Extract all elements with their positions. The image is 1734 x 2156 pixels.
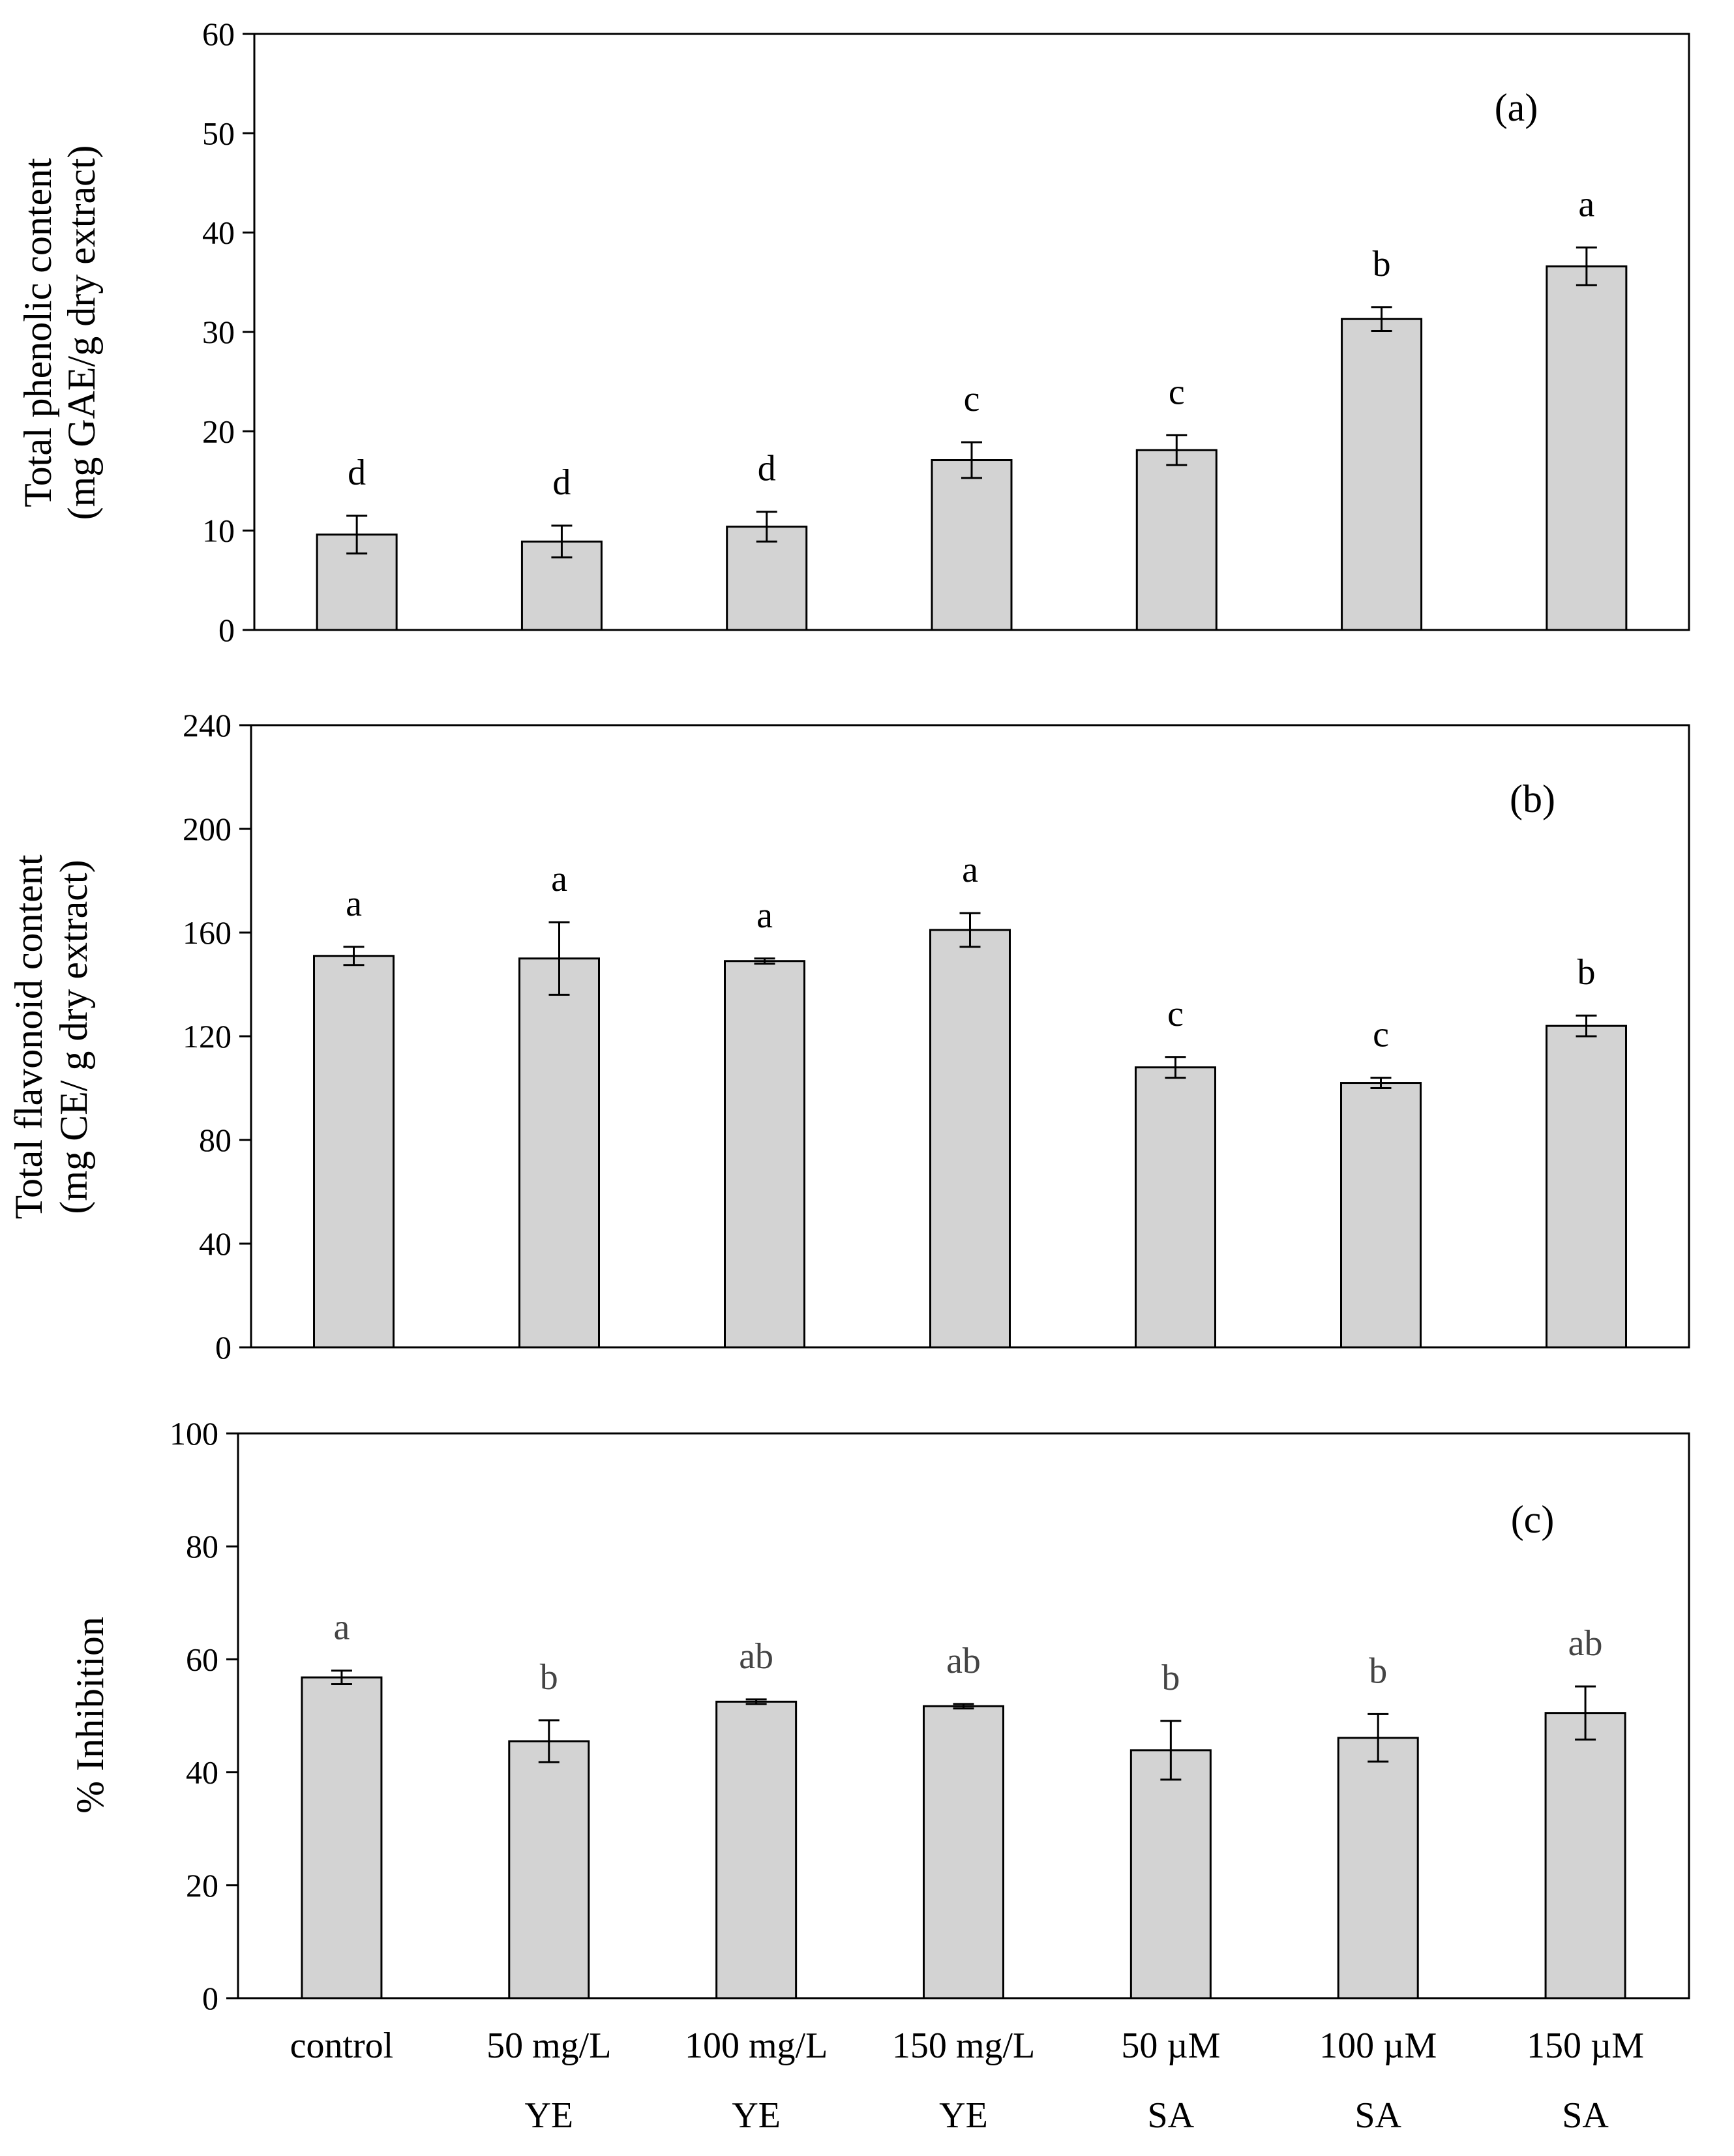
significance-letter: c — [1169, 372, 1185, 412]
x-category-sublabel: SA — [1562, 2095, 1609, 2136]
significance-letter: a — [551, 859, 567, 899]
y-tick-label: 60 — [186, 1641, 218, 1677]
x-category-sublabel: SA — [1354, 2095, 1401, 2136]
x-category-label: control — [290, 2026, 394, 2066]
significance-letter: c — [1167, 994, 1184, 1034]
y-tick-label: 30 — [202, 314, 235, 350]
y-tick-label: 40 — [202, 215, 235, 251]
bar — [518, 957, 600, 1349]
bar — [1546, 1025, 1627, 1349]
y-tick-label: 200 — [183, 811, 232, 847]
bar — [1337, 1737, 1419, 1999]
x-axis-category-labels: control 50 mg/L YE 100 mg/L YE 150 mg/L YE 50 µ… — [290, 2026, 1644, 2136]
significance-letter: b — [540, 1657, 558, 1698]
x-category-label: 150 µM — [1527, 2026, 1644, 2066]
significance-letter: a — [1578, 185, 1594, 225]
x-category-label: 150 mg/L — [892, 2026, 1035, 2066]
bar — [1544, 1712, 1626, 1999]
y-axis-label: % Inhibition — [68, 1617, 112, 1814]
significance-letter: a — [346, 884, 362, 924]
bar — [929, 929, 1011, 1349]
panel-b: 0 40 80 120 160 200 240 Total flavonoid content… — [7, 707, 1690, 1366]
bar — [301, 1676, 383, 1999]
significance-letter: b — [1373, 244, 1391, 284]
bar — [1341, 318, 1423, 631]
bar — [726, 526, 808, 631]
significance-letter: b — [1577, 952, 1596, 993]
panel-label: (c) — [1511, 1498, 1555, 1541]
y-tick-label: 80 — [199, 1122, 232, 1158]
bar — [923, 1705, 1004, 1999]
bar — [715, 1700, 798, 1999]
y-tick-label: 160 — [183, 914, 232, 951]
significance-letter: c — [964, 379, 980, 419]
y-axis-label-units: (mg CE/ g dry extract) — [52, 860, 95, 1214]
y-axis-label-units: (mg GAE/g dry extract) — [60, 145, 103, 520]
x-category-label: 100 µM — [1319, 2026, 1437, 2066]
significance-letter: ab — [1568, 1623, 1603, 1664]
panel-label: (a) — [1495, 86, 1538, 129]
bar — [1135, 1066, 1216, 1349]
significance-letter: c — [1373, 1015, 1389, 1055]
y-tick-label: 0 — [215, 1329, 232, 1366]
y-tick-label: 10 — [202, 513, 235, 549]
panel-label: (b) — [1510, 777, 1555, 820]
significance-letter: d — [758, 449, 776, 489]
significance-letter: ab — [946, 1641, 981, 1681]
bar — [931, 459, 1013, 631]
bar — [1340, 1082, 1422, 1349]
y-tick-label: 0 — [218, 612, 235, 648]
y-tick-label: 80 — [186, 1528, 218, 1565]
bar — [1546, 265, 1628, 631]
x-category-label: 100 mg/L — [685, 2026, 828, 2066]
y-axis-label: Total flavonoid content — [7, 854, 50, 1219]
bar — [1129, 1749, 1212, 1999]
y-tick-label: 60 — [202, 16, 235, 52]
significance-letter: b — [1161, 1658, 1180, 1698]
significance-letter: b — [1369, 1651, 1387, 1691]
significance-letter: d — [348, 453, 366, 493]
x-category-label: 50 µM — [1121, 2026, 1220, 2066]
significance-letter: a — [333, 1608, 350, 1648]
panel-a: 0 10 20 30 40 50 60 Total phenolic content (mg G… — [16, 16, 1690, 648]
y-tick-label: 40 — [199, 1225, 232, 1262]
bar — [313, 955, 395, 1349]
x-category-sublabel: YE — [732, 2095, 781, 2136]
significance-letter: d — [552, 462, 571, 503]
y-tick-label: 120 — [183, 1018, 232, 1055]
y-tick-label: 40 — [186, 1754, 218, 1791]
significance-letter: ab — [739, 1636, 773, 1677]
y-axis-label: Total phenolic content — [16, 158, 59, 507]
y-tick-label: 0 — [202, 1980, 218, 2016]
y-tick-label: 20 — [186, 1867, 218, 1904]
x-category-label: 50 mg/L — [486, 2026, 611, 2066]
x-category-sublabel: SA — [1148, 2095, 1195, 2136]
bar — [508, 1740, 590, 1999]
x-category-sublabel: YE — [939, 2095, 988, 2136]
y-tick-label: 240 — [183, 707, 232, 743]
y-tick-label: 100 — [170, 1415, 218, 1452]
bar — [1135, 449, 1218, 631]
y-tick-label: 20 — [202, 413, 235, 449]
x-category-sublabel: YE — [524, 2095, 573, 2136]
significance-letter: a — [756, 895, 773, 936]
y-tick-label: 50 — [202, 115, 235, 151]
significance-letter: a — [962, 850, 978, 890]
bar — [724, 960, 805, 1349]
